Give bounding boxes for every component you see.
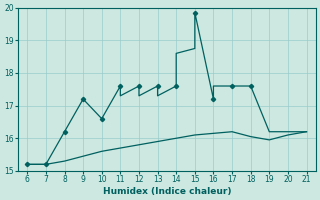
X-axis label: Humidex (Indice chaleur): Humidex (Indice chaleur) <box>103 187 231 196</box>
